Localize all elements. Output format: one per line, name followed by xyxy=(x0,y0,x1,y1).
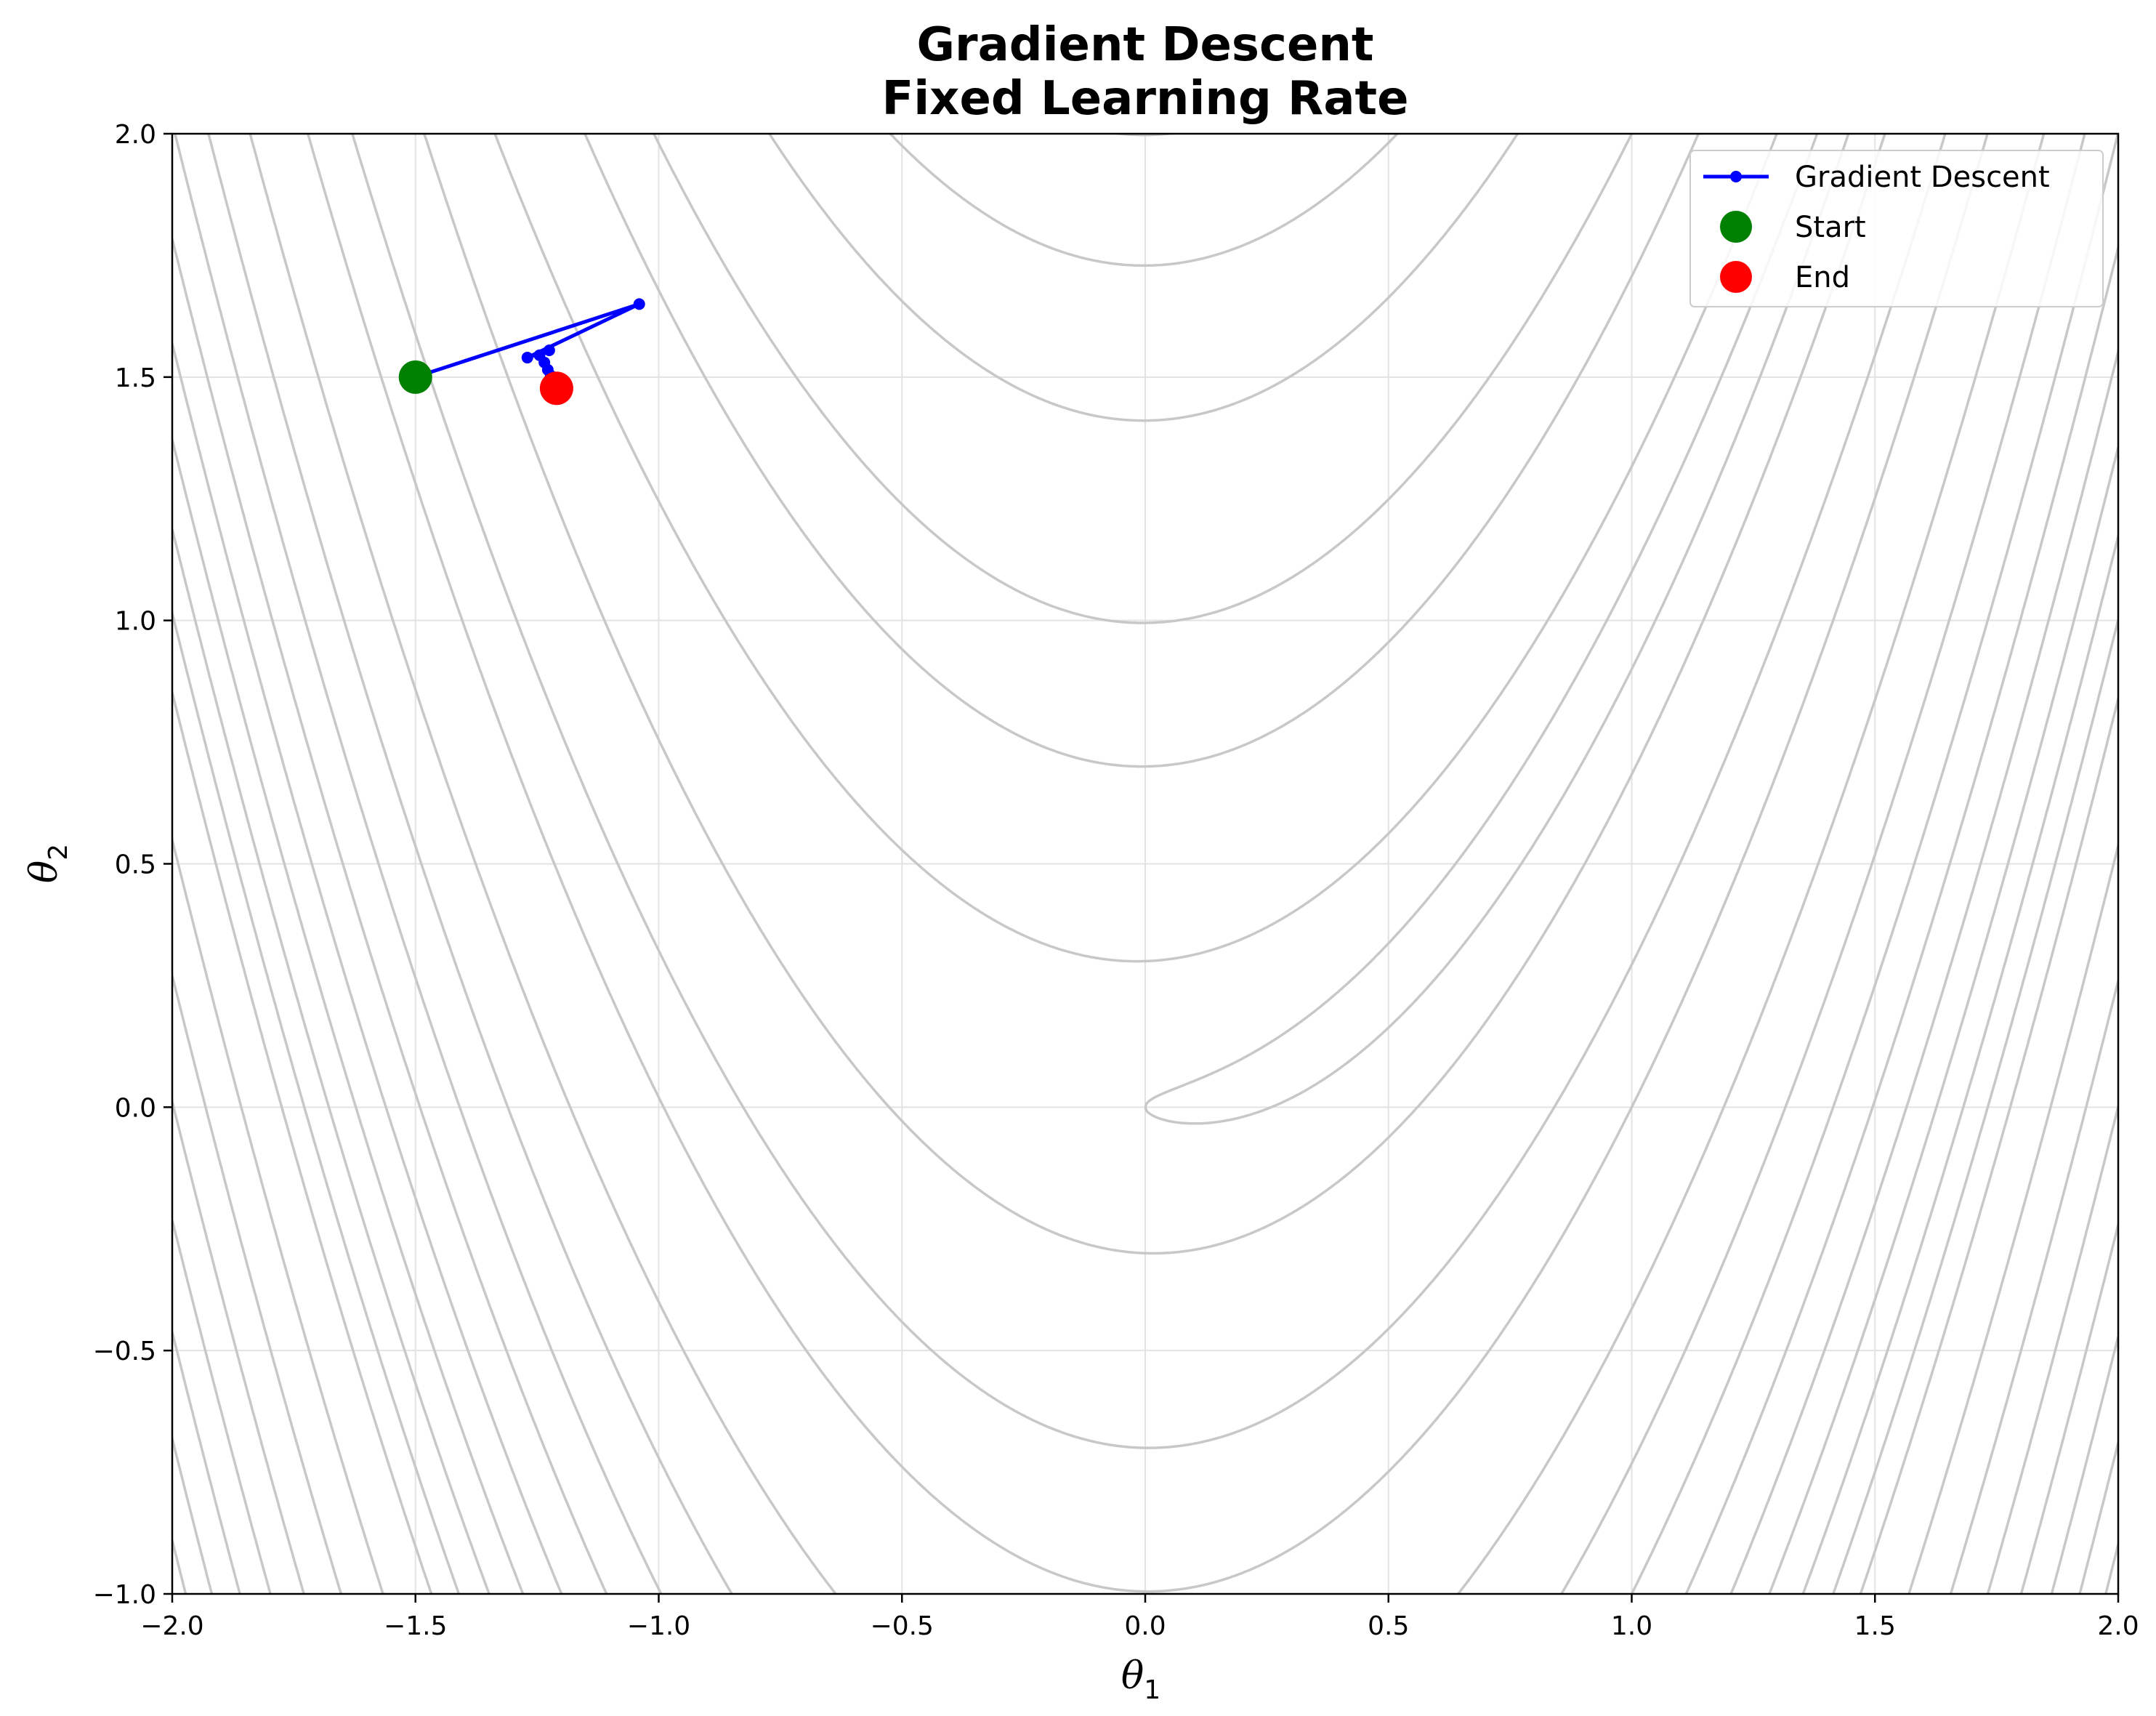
legend-end-label: End xyxy=(1795,261,1850,294)
axis-ticks: −2.0 −1.5 −1.0 −0.5 0.0 0.5 1.0 1.5 2.0 −1.0 −0.5 0… xyxy=(93,120,2139,1641)
x-tick-label-5: 0.5 xyxy=(1368,1611,1409,1641)
contour-level-12-lo xyxy=(172,692,2118,1594)
start-marker xyxy=(398,360,432,394)
contour-level-17-lo xyxy=(172,1332,2118,1594)
contour-level-6-lo xyxy=(173,134,2118,1594)
contour-level-5-lo xyxy=(207,134,2086,1594)
contour-level-14-lo xyxy=(172,975,2118,1594)
contour-level-2-hi xyxy=(584,134,1700,768)
contour-level-6-hi xyxy=(1109,134,1179,137)
legend-end-marker xyxy=(1720,261,1752,293)
series-gradient-descent-point-3 xyxy=(543,345,555,357)
x-tick-label-7: 1.5 xyxy=(1854,1611,1896,1641)
contour-level-18-lo xyxy=(172,1438,2118,1594)
contour-level-16-lo xyxy=(172,1220,2118,1594)
contour-lines xyxy=(172,134,2118,1594)
x-tick-label-0: −2.0 xyxy=(140,1611,203,1641)
x-tick-label-6: 1.0 xyxy=(1611,1611,1652,1641)
contour-level-2-lo xyxy=(351,134,1947,1449)
series-gradient-descent-point-2 xyxy=(521,352,533,364)
y-tick-label-1: −0.5 xyxy=(93,1337,156,1366)
legend-start-label: Start xyxy=(1795,211,1866,244)
contour-level-3-lo xyxy=(306,134,1989,1593)
y-tick-label-0: −1.0 xyxy=(93,1580,156,1610)
contour-level-5-hi xyxy=(888,134,1400,267)
legend-box xyxy=(1689,150,2104,307)
x-axis-label: θ1 xyxy=(1121,1654,1160,1705)
x-tick-label-1: −1.5 xyxy=(384,1611,447,1641)
contour-level-0-hi xyxy=(1144,134,1819,1108)
legend-gradient-descent-label: Gradient Descent xyxy=(1795,161,2050,194)
contour-level-15-lo xyxy=(172,1101,2118,1594)
y-tick-label-4: 1.0 xyxy=(115,607,156,637)
contour-level-3-hi xyxy=(652,134,1634,624)
contour-level-4-hi xyxy=(767,134,1519,422)
contour-level-0-lo xyxy=(1144,134,1850,1125)
contour-level-1-lo xyxy=(423,134,1886,1255)
contour-level-8-lo xyxy=(172,343,2118,1594)
contour-level-7-lo xyxy=(172,238,2118,1594)
x-tick-label-3: −0.5 xyxy=(871,1611,934,1641)
x-tick-label-2: −1.0 xyxy=(627,1611,690,1641)
contour-level-9-lo xyxy=(172,439,2118,1594)
series-layer xyxy=(398,298,645,406)
chart-title-line-1: Gradient Descent xyxy=(917,18,1374,72)
contour-level-10-lo xyxy=(172,528,2118,1594)
end-marker xyxy=(539,371,573,406)
contour-level-1-hi xyxy=(493,134,1778,963)
legend-gradient-descent-marker xyxy=(1730,171,1742,182)
y-tick-label-6: 2.0 xyxy=(115,120,156,150)
chart-title-line-2: Fixed Learning Rate xyxy=(882,72,1409,126)
x-tick-label-4: 0.0 xyxy=(1124,1611,1166,1641)
y-axis-label: θ2 xyxy=(23,844,73,883)
contour-level-13-lo xyxy=(172,839,2118,1594)
y-tick-label-2: 0.0 xyxy=(115,1093,156,1123)
contour-level-4-lo xyxy=(249,134,2046,1594)
contour-level-11-lo xyxy=(172,613,2118,1594)
legend: Gradient Descent Start End xyxy=(1689,150,2104,307)
legend-start-marker xyxy=(1720,211,1752,243)
contour-level-19-lo xyxy=(172,1539,2118,1594)
x-tick-label-8: 2.0 xyxy=(2097,1611,2139,1641)
series-gradient-descent-point-1 xyxy=(633,298,645,310)
y-tick-label-3: 0.5 xyxy=(115,850,156,880)
y-tick-label-5: 1.5 xyxy=(115,363,156,393)
